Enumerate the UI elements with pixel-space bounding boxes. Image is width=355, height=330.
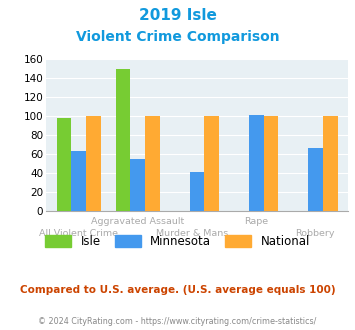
Bar (131, 159, 145, 211)
Text: © 2024 CityRating.com - https://www.cityrating.com/crime-statistics/: © 2024 CityRating.com - https://www.city… (38, 317, 317, 326)
Bar (86, 116, 101, 211)
Text: Murder & Mans...: Murder & Mans... (157, 229, 237, 238)
Bar (116, 69, 131, 211)
Bar (249, 115, 264, 211)
Bar (71, 151, 86, 211)
Bar (308, 148, 323, 211)
Bar (204, 116, 219, 211)
Bar (190, 172, 204, 211)
Bar (145, 116, 160, 211)
Text: All Violent Crime: All Violent Crime (39, 229, 118, 238)
Text: Robbery: Robbery (296, 229, 335, 238)
Legend: Isle, Minnesota, National: Isle, Minnesota, National (40, 231, 315, 253)
Bar (263, 116, 278, 211)
Text: Compared to U.S. average. (U.S. average equals 100): Compared to U.S. average. (U.S. average … (20, 285, 335, 295)
Text: Violent Crime Comparison: Violent Crime Comparison (76, 30, 279, 44)
Bar (323, 116, 338, 211)
Text: 2019 Isle: 2019 Isle (138, 8, 217, 23)
Text: Rape: Rape (244, 217, 268, 226)
Text: Aggravated Assault: Aggravated Assault (91, 217, 185, 226)
Bar (56, 118, 71, 211)
